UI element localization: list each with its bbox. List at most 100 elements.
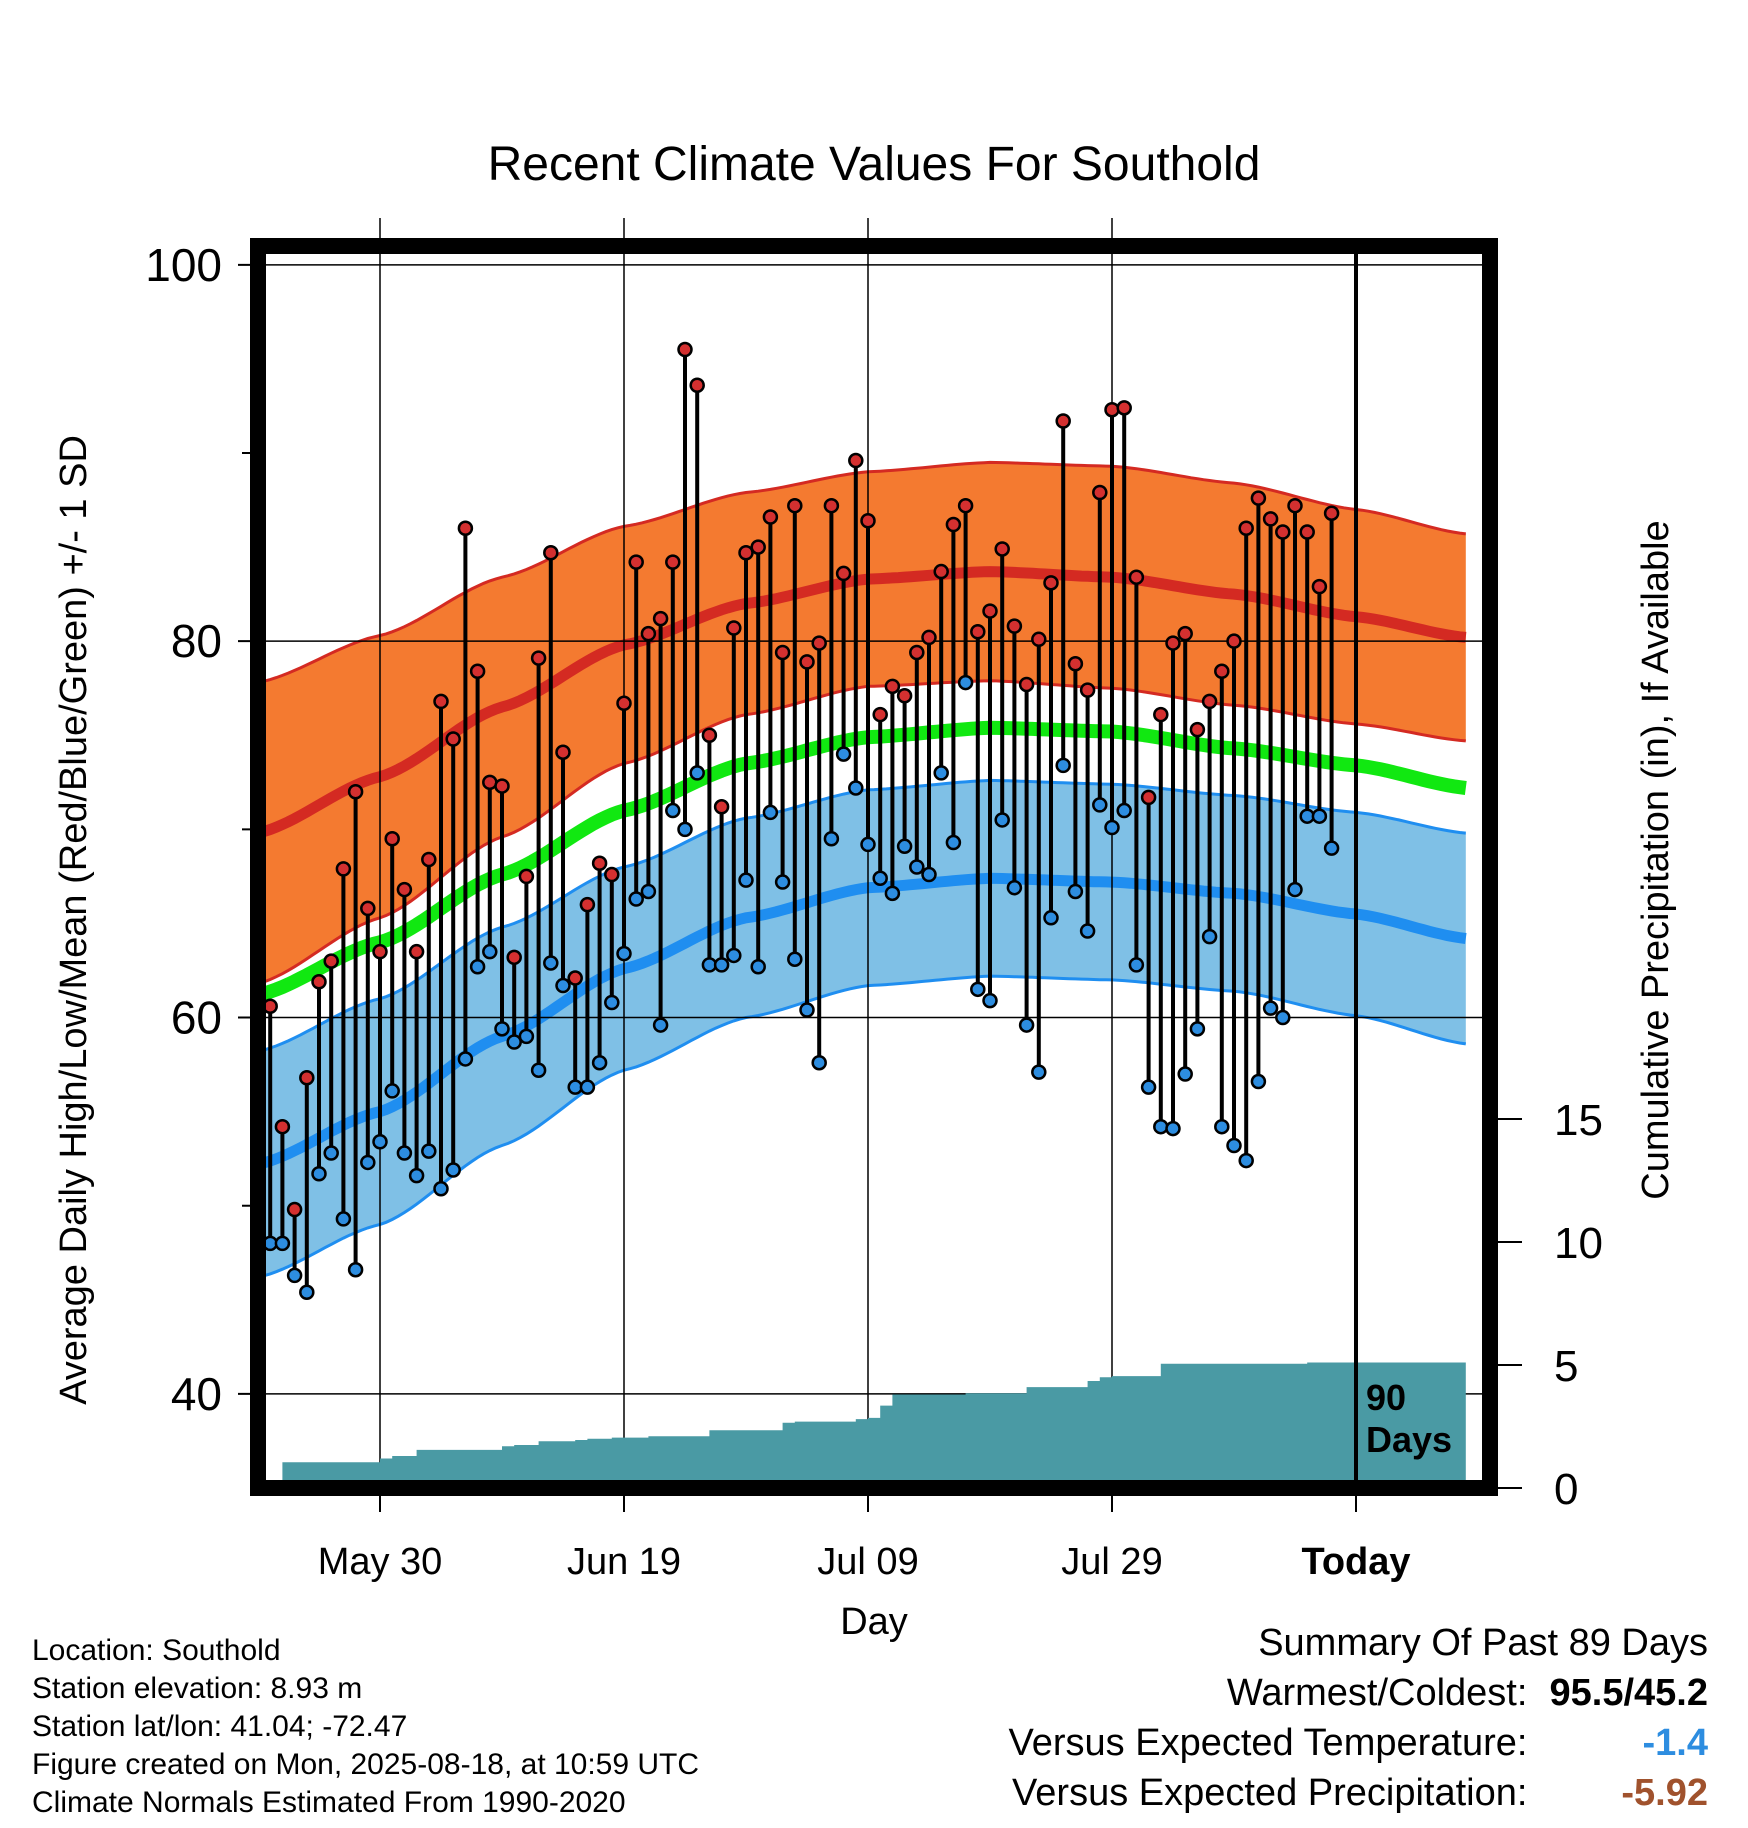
elevation-text: Station elevation: 8.93 m <box>32 1672 363 1705</box>
plot-frame: 90 Days <box>250 238 1498 1496</box>
low-point <box>543 955 559 971</box>
high-point <box>1299 524 1315 540</box>
high-point <box>1067 656 1084 672</box>
chart-title: Recent Climate Values For Southold <box>488 138 1261 191</box>
high-point <box>677 341 693 358</box>
low-point <box>677 821 693 838</box>
high-point <box>1104 401 1120 418</box>
high-point <box>360 900 376 917</box>
high-point <box>945 516 962 533</box>
summary-title: Summary Of Past 89 Days <box>1258 1622 1708 1664</box>
high-point <box>506 949 522 966</box>
high-point <box>347 783 364 800</box>
low-point <box>1311 808 1328 824</box>
temp-label: Versus Expected Temperature: <box>1008 1722 1528 1764</box>
low-point <box>311 1165 327 1182</box>
y-tick-label: 80 <box>171 615 222 667</box>
low-point <box>433 1181 449 1197</box>
high-point <box>543 544 559 561</box>
high-point <box>787 497 803 514</box>
temp-value: -1.4 <box>1642 1722 1708 1764</box>
high-point <box>1250 490 1267 506</box>
low-point <box>469 958 486 975</box>
high-point <box>591 855 608 871</box>
high-point <box>494 778 510 794</box>
low-point <box>713 957 730 973</box>
normals-text: Climate Normals Estimated From 1990-2020 <box>32 1786 626 1819</box>
y2-tick-label: 10 <box>1554 1219 1603 1268</box>
high-point <box>994 541 1010 557</box>
low-point <box>689 765 705 781</box>
high-point <box>872 706 888 723</box>
low-point <box>884 885 901 902</box>
station-info: Location: Southold Station elevation: 8.… <box>32 1632 699 1822</box>
low-point <box>1116 802 1132 819</box>
y2-axis-label: Cumulative Precipitation (in), If Availa… <box>1635 520 1677 1199</box>
high-point <box>628 554 644 570</box>
axes: 40 60 80 100 0 5 10 15 May 30 Jun 19 Jul 09 Jul 29 T… <box>145 239 1603 1583</box>
low-point <box>1201 928 1218 945</box>
x-tick-label: Jun 19 <box>567 1541 681 1583</box>
low-point <box>1092 797 1108 813</box>
low-point <box>652 1017 669 1033</box>
low-point <box>872 870 888 887</box>
location-text: Location: Southold <box>32 1634 281 1667</box>
high-point <box>1153 706 1169 723</box>
low-point <box>774 874 791 890</box>
low-sd-band <box>258 780 1466 1278</box>
high-point <box>1006 618 1023 634</box>
high-point <box>1214 663 1230 680</box>
high-lower-edge <box>258 679 1466 986</box>
low-point <box>616 945 632 962</box>
low-point <box>799 1002 815 1018</box>
low-point <box>640 883 657 900</box>
high-upper-edge <box>258 460 1466 685</box>
high-point <box>835 565 852 582</box>
high-point <box>1018 676 1035 693</box>
low-point <box>945 834 962 851</box>
warmest-row: Warmest/Coldest: 95.5/45.2 <box>1009 1668 1708 1718</box>
low-point <box>286 1267 303 1284</box>
warmest-label: Warmest/Coldest: <box>1226 1672 1528 1714</box>
low-point <box>994 812 1010 828</box>
low-point <box>1006 879 1023 896</box>
high-point <box>616 695 632 712</box>
high-point <box>1128 569 1145 585</box>
low-point <box>1104 819 1120 836</box>
low-point <box>1165 1120 1181 1137</box>
high-point <box>286 1201 303 1218</box>
high-point <box>1189 721 1206 738</box>
low-point <box>445 1162 461 1178</box>
high-point <box>750 539 766 555</box>
x-tick-label: Jul 29 <box>1061 1541 1162 1583</box>
low-point <box>494 1021 510 1037</box>
low-point <box>384 1083 400 1099</box>
latlon-text: Station lat/lon: 41.04; -72.47 <box>32 1710 408 1743</box>
temp-row: Versus Expected Temperature: -1.4 <box>1009 1718 1708 1768</box>
high-point <box>970 624 986 640</box>
low-point <box>421 1143 437 1159</box>
high-point <box>1226 633 1242 649</box>
low-point <box>738 872 754 888</box>
low-point <box>933 765 949 781</box>
high-point <box>299 1070 315 1086</box>
low-point <box>579 1079 596 1095</box>
low-point <box>274 1235 291 1252</box>
x-tick-label: Today <box>1301 1541 1410 1583</box>
low-point <box>1079 923 1096 939</box>
plot-border <box>250 238 1498 1496</box>
low-point <box>921 866 937 883</box>
high-point <box>738 544 754 561</box>
low-point <box>1238 1152 1254 1169</box>
high-point <box>457 520 474 537</box>
high-point <box>1140 789 1157 806</box>
low-point <box>1153 1118 1169 1135</box>
precip-label: Versus Expected Precipitation: <box>1012 1772 1528 1814</box>
low-point <box>823 831 840 847</box>
low-point <box>1214 1118 1230 1135</box>
high-point <box>1287 497 1303 514</box>
low-point <box>1323 840 1340 856</box>
low-point <box>591 1054 608 1071</box>
high-point <box>701 727 718 744</box>
high-point <box>555 744 571 760</box>
